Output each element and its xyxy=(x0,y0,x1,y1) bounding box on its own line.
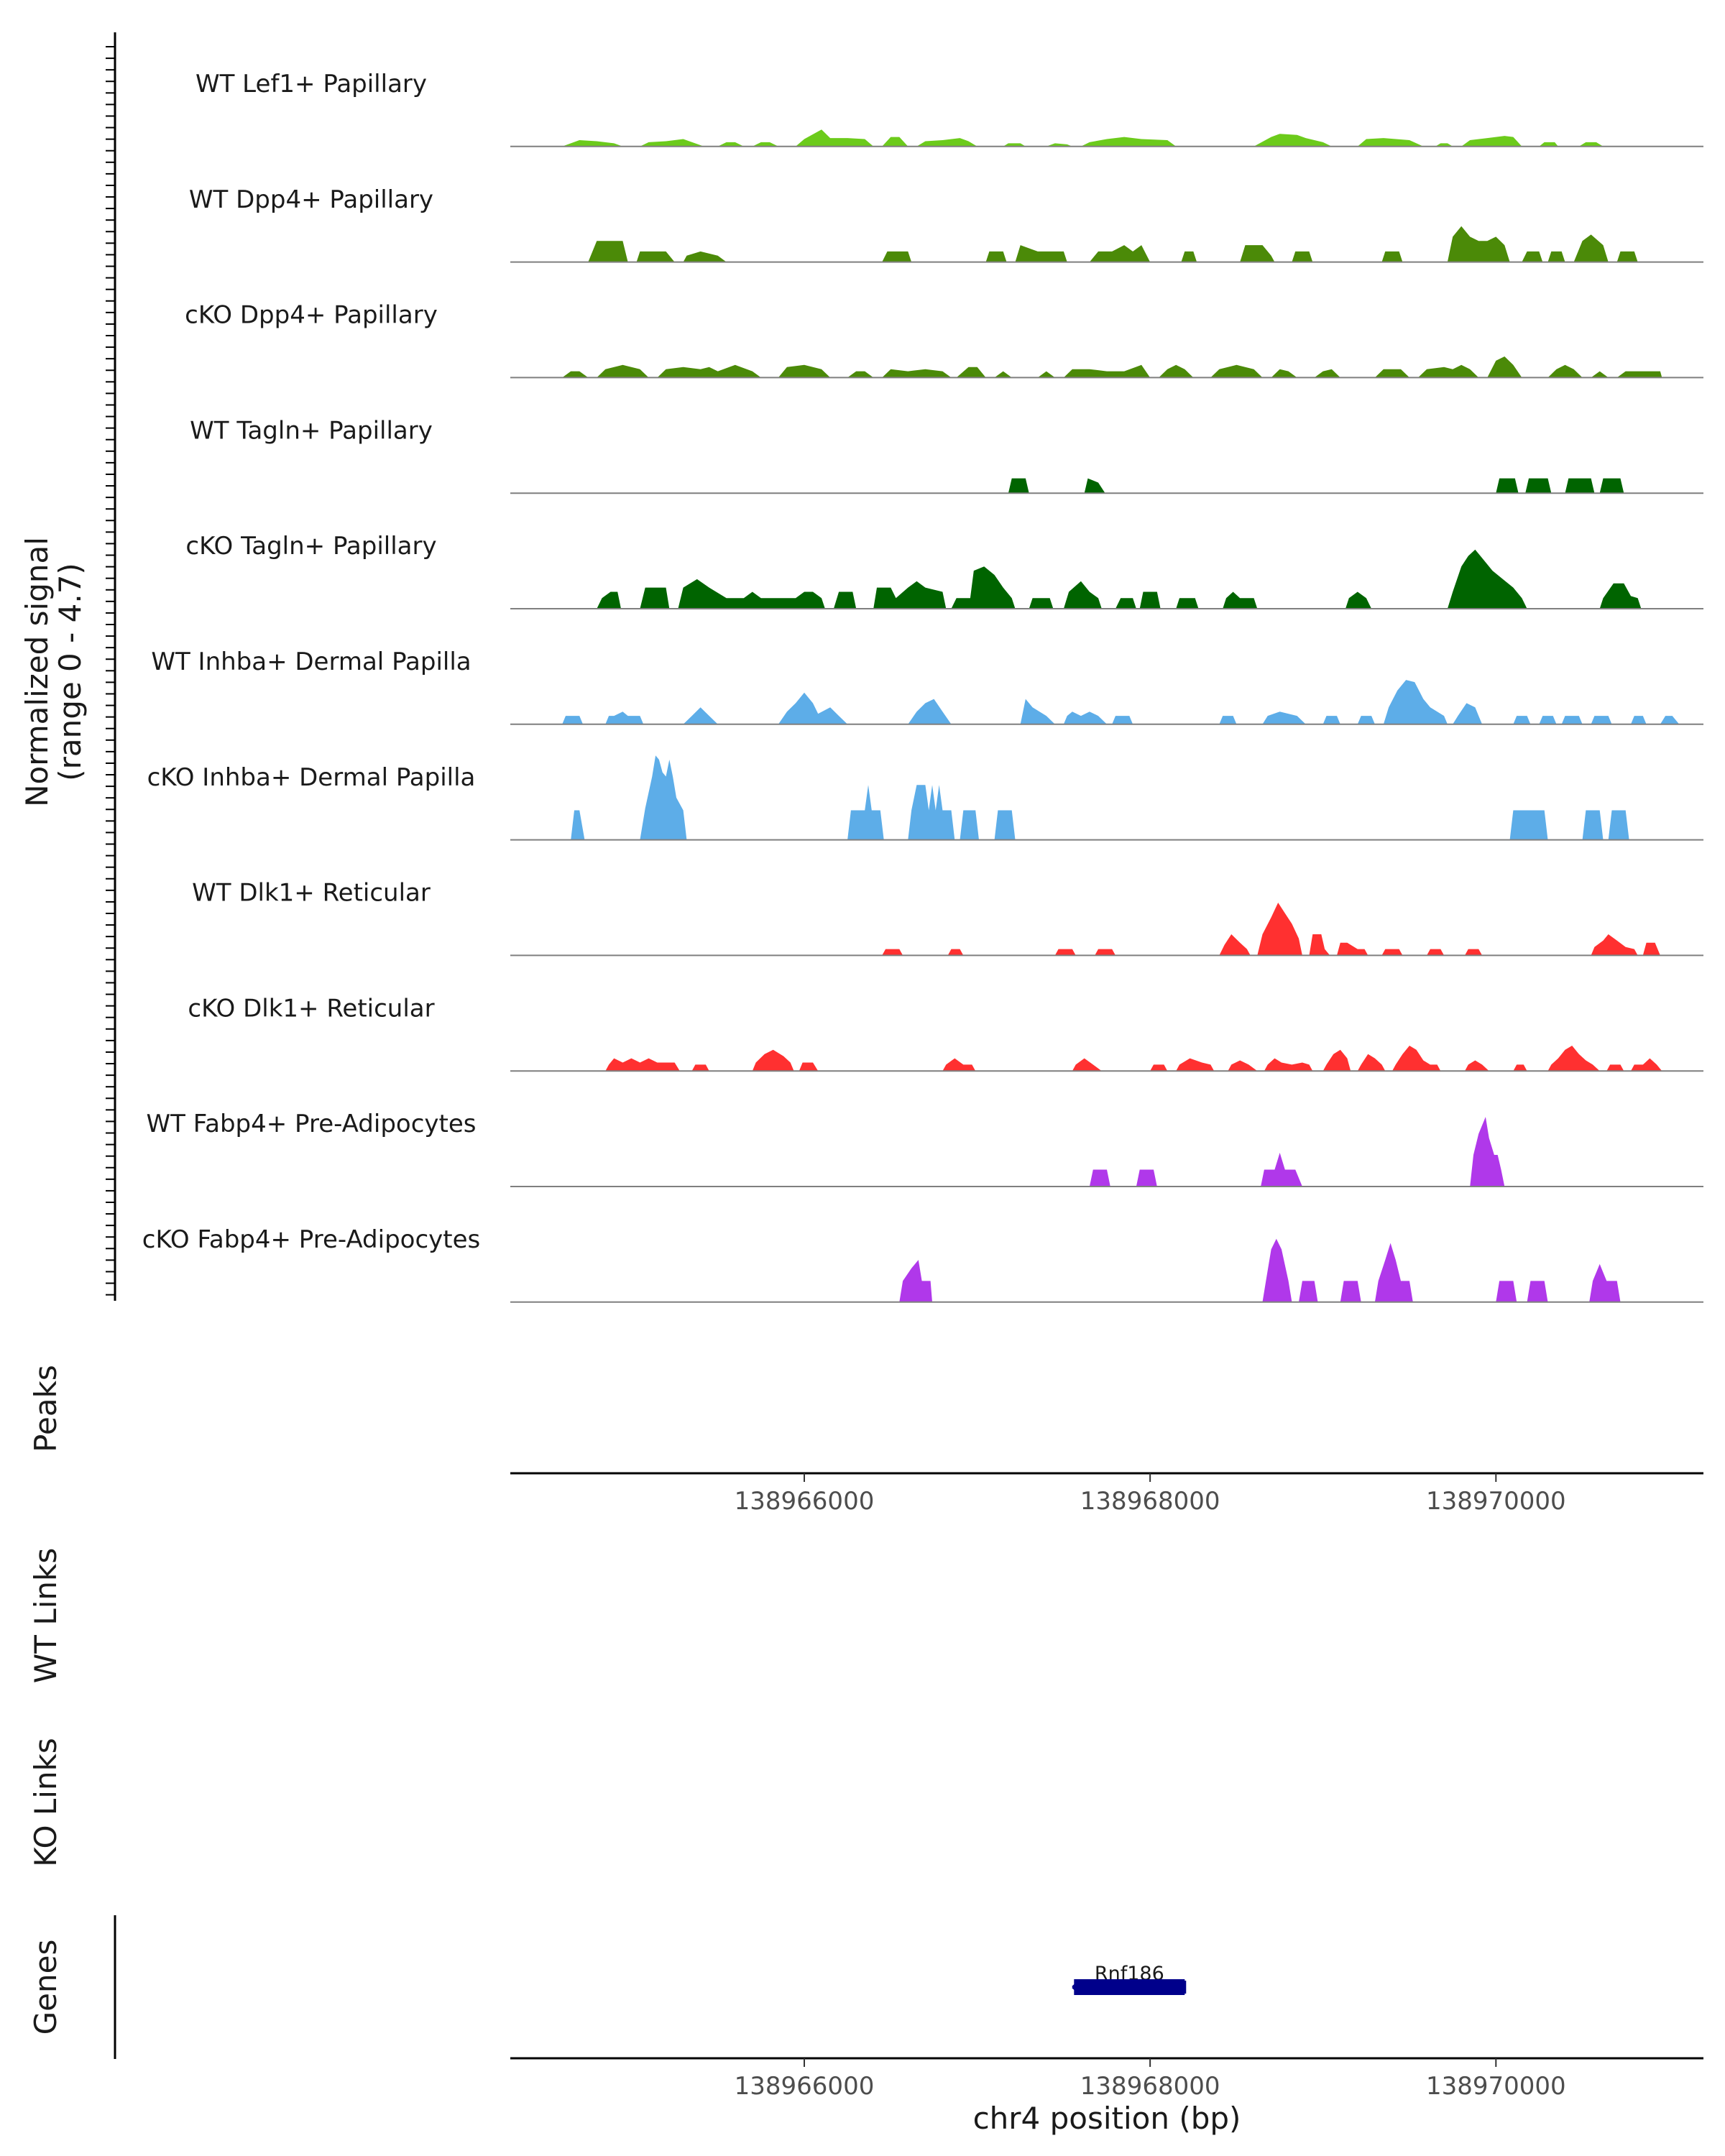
ko-links-label: KO Links xyxy=(28,1738,63,1867)
track-area-wt-fabp4-pre-adipocytes xyxy=(1089,1117,1505,1187)
x-tick-label: 138968000 xyxy=(1080,2072,1220,2101)
x-tick-label: 138970000 xyxy=(1426,1487,1566,1516)
track-areas xyxy=(510,129,1703,1303)
x-tick-label: 138968000 xyxy=(1080,1487,1220,1516)
wt-links-label: WT Links xyxy=(28,1548,63,1683)
track-area-cko-fabp4-pre-adipocytes xyxy=(899,1238,1621,1302)
track-label-wt-fabp4-pre-adipocytes: WT Fabp4+ Pre-Adipocytes xyxy=(147,1110,477,1138)
x-axis-title: chr4 position (bp) xyxy=(973,2101,1241,2136)
track-label-wt-inhba-dermal-papilla: WT Inhba+ Dermal Papilla xyxy=(151,648,471,676)
track-label-wt-lef1-papillary: WT Lef1+ Papillary xyxy=(196,70,427,98)
gene-shape xyxy=(1072,1979,1187,1995)
track-area-cko-dlk1-reticular xyxy=(605,1046,1662,1072)
track-label-cko-inhba-dermal-papilla: cKO Inhba+ Dermal Papilla xyxy=(147,763,476,792)
peaks-label: Peaks xyxy=(28,1365,63,1452)
x-tick-label: 138966000 xyxy=(735,1487,875,1516)
track-labels: WT Lef1+ Papillary WT Dpp4+ Papillary cKO … xyxy=(142,70,481,1254)
x-ticks-bottom: 138966000 138968000 138970000 xyxy=(735,2058,1566,2101)
x-tick-label: 138970000 xyxy=(1426,2072,1566,2101)
y-axis-title-line1: Normalized signal xyxy=(19,537,55,807)
track-area-wt-dpp4-papillary xyxy=(588,226,1638,262)
x-tick-label: 138966000 xyxy=(735,2072,875,2101)
track-area-wt-inhba-dermal-papilla xyxy=(562,680,1680,724)
track-area-wt-tagln-papillary xyxy=(1008,478,1624,494)
gene-end-cap xyxy=(1182,1981,1187,1994)
track-area-wt-dlk1-reticular xyxy=(882,903,1660,956)
track-label-wt-tagln-papillary: WT Tagln+ Papillary xyxy=(190,416,433,445)
track-label-cko-dpp4-papillary: cKO Dpp4+ Papillary xyxy=(185,301,438,330)
gene-body-rnf186 xyxy=(1074,1979,1185,1995)
x-ticks-top: 138966000 138968000 138970000 xyxy=(735,1473,1566,1516)
track-label-wt-dpp4-papillary: WT Dpp4+ Papillary xyxy=(189,185,433,214)
track-label-cko-fabp4-pre-adipocytes: cKO Fabp4+ Pre-Adipocytes xyxy=(142,1225,481,1254)
track-area-cko-dpp4-papillary xyxy=(562,356,1662,378)
track-label-cko-tagln-papillary: cKO Tagln+ Papillary xyxy=(185,532,436,561)
gene-strand-arrow xyxy=(1072,1979,1081,1995)
track-area-cko-tagln-papillary xyxy=(597,549,1642,609)
track-area-wt-lef1-papillary xyxy=(562,129,1609,147)
track-label-wt-dlk1-reticular: WT Dlk1+ Reticular xyxy=(192,879,431,908)
y-axis-title-line2: (range 0 - 4.7) xyxy=(52,563,88,781)
track-area-cko-inhba-dermal-papilla xyxy=(571,755,1629,840)
track-label-cko-dlk1-reticular: cKO Dlk1+ Reticular xyxy=(188,994,434,1023)
y-axis-title: Normalized signal (range 0 - 4.7) xyxy=(19,537,88,807)
coverage-y-ticks xyxy=(106,46,115,1296)
genes-label: Genes xyxy=(28,1940,63,2035)
